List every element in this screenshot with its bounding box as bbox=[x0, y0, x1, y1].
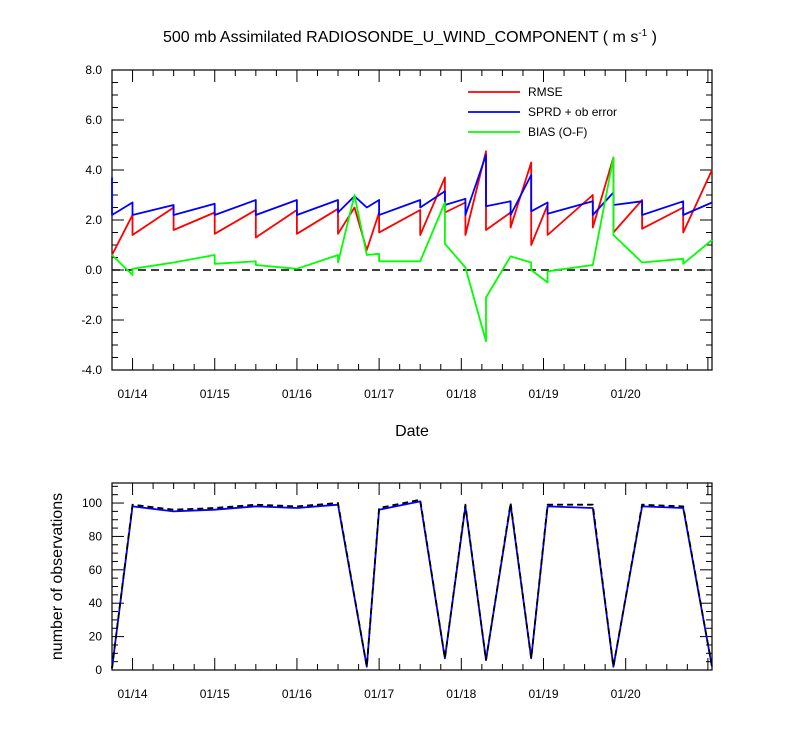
y-tick-label: 4.0 bbox=[85, 163, 102, 177]
plot-frame bbox=[111, 482, 713, 671]
y-tick-label: 20 bbox=[89, 630, 103, 644]
y-tick-label: 8.0 bbox=[85, 63, 102, 77]
chart-title-end: ) bbox=[647, 29, 657, 46]
y-tick-label: 6.0 bbox=[85, 113, 102, 127]
x-tick-label: 01/20 bbox=[611, 387, 641, 401]
plot-frame bbox=[111, 69, 713, 371]
x-tick-label: 01/15 bbox=[200, 387, 230, 401]
x-axis-label: Date bbox=[395, 423, 429, 440]
series-line-2 bbox=[111, 156, 713, 343]
y-tick-label: 80 bbox=[89, 529, 103, 543]
x-tick-label: 01/16 bbox=[282, 387, 312, 401]
x-tick-label: 01/17 bbox=[364, 387, 394, 401]
legend-label: RMSE bbox=[528, 85, 563, 99]
series-line-1 bbox=[111, 498, 713, 669]
observation-count-chart: 01/14 01/15 01/16 01/17 01/18 01/19 01/20 0 20 40… bbox=[49, 482, 713, 701]
y-axis-label: number of observations bbox=[49, 493, 66, 660]
y-tick-label: 2.0 bbox=[85, 213, 102, 227]
chart-title: 500 mb Assimilated RADIOSONDE_U_WIND_COM… bbox=[163, 28, 657, 46]
x-tick-label: 01/17 bbox=[364, 687, 394, 701]
x-tick-label: 01/16 bbox=[282, 687, 312, 701]
legend-label: BIAS (O-F) bbox=[528, 125, 587, 139]
series-line-1 bbox=[111, 154, 713, 216]
x-tick-label: 01/14 bbox=[118, 687, 148, 701]
x-tick-label: 01/20 bbox=[611, 687, 641, 701]
x-tick-label: 01/19 bbox=[528, 687, 558, 701]
x-tick-label: 01/18 bbox=[446, 387, 476, 401]
y-tick-label: 40 bbox=[89, 596, 103, 610]
y-tick-label: 100 bbox=[82, 496, 102, 510]
chart-title-main: 500 mb Assimilated RADIOSONDE_U_WIND_COM… bbox=[163, 29, 638, 46]
y-tick-label: 0.0 bbox=[85, 263, 102, 277]
y-tick-label: 0 bbox=[95, 663, 102, 677]
x-tick-label: 01/14 bbox=[118, 387, 148, 401]
y-tick-label: -4.0 bbox=[81, 363, 102, 377]
x-tick-label: 01/15 bbox=[200, 687, 230, 701]
x-tick-label: 01/19 bbox=[528, 387, 558, 401]
y-tick-label: -2.0 bbox=[81, 313, 102, 327]
legend-label: SPRD + ob error bbox=[528, 105, 617, 119]
legend: RMSE SPRD + ob error BIAS (O-F) bbox=[468, 85, 617, 139]
series-line-0 bbox=[111, 500, 713, 669]
y-tick-label: 60 bbox=[89, 563, 103, 577]
x-tick-label: 01/18 bbox=[446, 687, 476, 701]
error-statistics-chart: 01/14 01/15 01/16 01/17 01/18 01/19 01/20 -4.0 -… bbox=[81, 63, 713, 440]
chart-title-superscript: -1 bbox=[638, 28, 647, 39]
